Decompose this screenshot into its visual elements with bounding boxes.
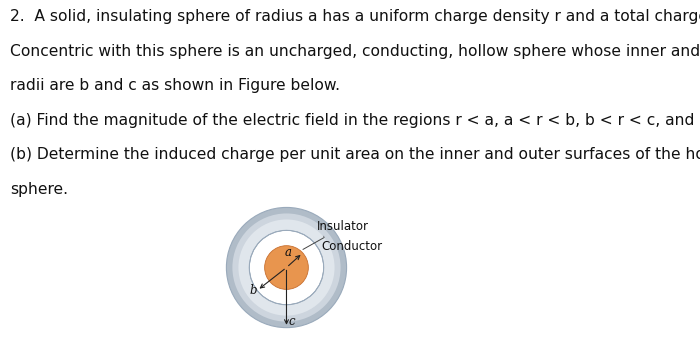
Text: sphere.: sphere.	[10, 182, 68, 197]
Text: c: c	[288, 316, 295, 328]
Text: (a) Find the magnitude of the electric field in the regions r < a, a < r < b, b : (a) Find the magnitude of the electric f…	[10, 113, 700, 128]
Text: Conductor: Conductor	[321, 236, 383, 253]
Circle shape	[251, 232, 323, 304]
Text: a: a	[284, 246, 291, 259]
Circle shape	[226, 208, 346, 328]
Text: (b) Determine the induced charge per unit area on the inner and outer surfaces o: (b) Determine the induced charge per uni…	[10, 147, 700, 162]
Text: radii are b and c as shown in Figure below.: radii are b and c as shown in Figure bel…	[10, 78, 340, 93]
Text: Insulator: Insulator	[303, 220, 369, 250]
Text: Concentric with this sphere is an uncharged, conducting, hollow sphere whose inn: Concentric with this sphere is an unchar…	[10, 44, 700, 59]
Circle shape	[265, 246, 308, 289]
Circle shape	[249, 230, 323, 305]
Circle shape	[232, 214, 341, 322]
Text: b: b	[250, 284, 257, 297]
Circle shape	[239, 219, 335, 316]
Text: 2.  A solid, insulating sphere of radius a has a uniform charge density r and a : 2. A solid, insulating sphere of radius …	[10, 9, 700, 24]
